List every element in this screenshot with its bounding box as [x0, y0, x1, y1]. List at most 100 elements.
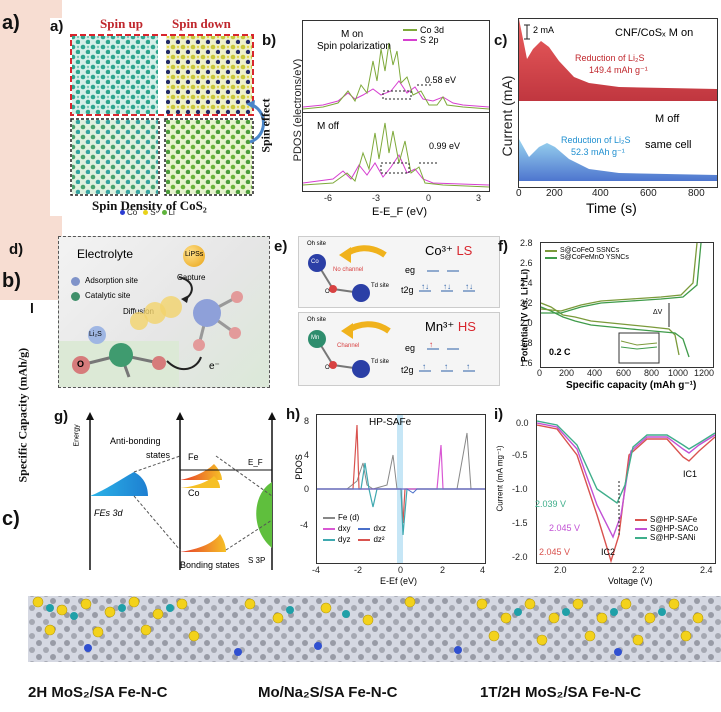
panel-b-plot-bottom: M off 0.99 eV [302, 112, 490, 192]
panel-f-xtick-6: 1200 [694, 368, 715, 378]
panel-i-ytick-2: -1.0 [512, 484, 528, 494]
panel-e-bottom-ion-name: Mn³⁺ [425, 319, 455, 334]
panel-e-bottom-t2g: t2g [401, 365, 414, 375]
panel-f-ytick-4: 2.0 [520, 318, 533, 328]
panel-f-xtick-0: 0 [537, 368, 543, 378]
panel-f-xtick-4: 800 [644, 368, 660, 378]
panel-i-xtick-2: 2.4 [700, 565, 713, 575]
panel-h-ytick-0: 8 [304, 416, 310, 426]
panel-d-e: e⁻ [209, 361, 220, 372]
panel-f-xtick-3: 600 [616, 368, 632, 378]
panel-h-label: h) [286, 406, 301, 423]
panel-c-ylabel: Current (mA) [499, 75, 515, 157]
panel-g-energy: Energy [73, 424, 81, 447]
panel-h-xtick-3: 2 [440, 565, 446, 575]
panel-e-label: e) [274, 238, 288, 255]
panel-f-ytick-0: 2.8 [520, 238, 533, 248]
outer-label-c: c) [2, 508, 20, 530]
panel-g-co: Co [188, 488, 200, 498]
adsorption-dot-icon [71, 277, 80, 286]
panel-f-xlabel: Specific capacity (mAh g⁻¹) [566, 380, 697, 391]
legend-dyz-swatch [323, 538, 335, 541]
panel-f-ytick-3: 2.2 [520, 298, 533, 308]
panel-h-xtick-0: -4 [312, 565, 321, 575]
panel-f-legend: S@CoFeO SSNCs S@CoFeMnO YSNCs [545, 247, 629, 261]
legend-sani: S@HP-SANi [635, 533, 698, 542]
legend-dxy-label: dxy [338, 524, 351, 533]
legend-line-magenta [403, 39, 417, 41]
panel-e-top-t2g: t2g [401, 285, 414, 295]
panel-i-v2: 2.045 V [549, 523, 581, 533]
panel-h-ytick-2: 0 [304, 484, 310, 494]
panel-e-bottom-diagram: ↑ ↑ ↑ ↑ [308, 321, 475, 378]
legend-dxz: dxz [358, 524, 386, 533]
panel-b-bottom-curves [302, 122, 490, 188]
panel-d-label: d) [9, 241, 24, 258]
panel-f-xtick-5: 1000 [668, 368, 689, 378]
panel-b-xtick-2: 0 [426, 193, 432, 203]
panel-c-label: c) [494, 32, 508, 49]
legend-dz2-label: dz² [373, 535, 385, 544]
panel-f-xtick-2: 400 [587, 368, 603, 378]
panel-c-xtick-0: 0 [516, 188, 522, 199]
panel-d: d) Electrolyte LiPSs Capture Adsorption … [9, 236, 270, 388]
legend-sani-swatch [635, 536, 647, 539]
legend-co-3d-label: Co 3d [420, 25, 445, 35]
panel-b-plot-top: M on Spin polarization 0.58 eV Co 3d S 2… [302, 20, 490, 114]
svg-text:↑: ↑ [466, 362, 470, 371]
panel-b-legend: Co 3d S 2p [403, 25, 444, 45]
panel-f-ytick-6: 1.6 [520, 358, 533, 368]
legend-cofeo-swatch [545, 249, 557, 252]
panel-f-dv: ΔV [653, 309, 663, 316]
panel-e-top-co: Co [311, 259, 319, 265]
panel-c-red-text-2: 149.4 mAh g⁻¹ [589, 65, 648, 75]
panel-e-bottom-mn: Mn [311, 335, 320, 341]
panel-i-v1: 2.039 V [535, 499, 567, 509]
panel-e-bottom-state: HS [457, 319, 476, 334]
panel-d-adsorption: Adsorption site [85, 276, 138, 285]
outer-label-b-sub: l [30, 300, 34, 316]
panel-f-curves [540, 242, 702, 364]
panel-d-capture: Capture [177, 273, 206, 282]
legend-safe-label: S@HP-SAFe [650, 515, 698, 524]
panel-h-xlabel: E-Ef (eV) [380, 576, 418, 586]
panel-e-top-oh: Oh site [307, 241, 327, 247]
panel-e-top-diagram: ↑↓ ↑↓ ↑↓ [308, 245, 475, 302]
panel-c-xtick-4: 800 [688, 188, 705, 199]
legend-dyz-label: dyz [338, 535, 351, 544]
panel-g-label: g) [54, 408, 69, 425]
panel-i-xtick-0: 2.0 [554, 565, 567, 575]
panel-e-channel: Channel [337, 343, 360, 349]
panel-h-ylabel: PDOS [293, 454, 304, 480]
panel-e-bottom-ion: Mn³⁺ HS [425, 319, 476, 335]
outer-label-a: a) [2, 12, 20, 34]
panel-h-curves [317, 415, 485, 563]
legend-dz2: dz² [358, 535, 385, 544]
panel-g-diagram [86, 412, 276, 570]
panel-h-legend: Fe (d) dxy dxz dyz dz² [323, 513, 386, 544]
catalytic-dot-icon [71, 292, 80, 301]
legend-li: Li [161, 208, 175, 217]
panel-d-lipss: LiPSs [185, 251, 204, 258]
svg-text:↑↓: ↑↓ [421, 282, 429, 291]
s-dot-icon [143, 210, 149, 215]
svg-text:↑: ↑ [444, 362, 448, 371]
panel-f-ytick-5: 1.8 [520, 338, 533, 348]
legend-s-2p-label: S 2p [420, 35, 439, 45]
panel-c-m-off: M off [655, 113, 680, 125]
panel-e-top-td: Td site [371, 283, 390, 289]
bottom-label-mo-na2s: Mo/Na₂S/SA Fe-N-C [258, 684, 398, 701]
panel-f-plot: S@CoFeO SSNCs S@CoFeMnO YSNCs ΔV 0.2 C [540, 242, 714, 368]
panel-c-blue-text-1: Reduction of Li₂S [561, 135, 631, 145]
legend-saco: S@HP-SACo [635, 524, 698, 533]
panel-c-scale: 2 mA [533, 25, 555, 35]
legend-co-3d: Co 3d [403, 25, 444, 35]
legend-fe-d-swatch [323, 516, 335, 519]
panel-d-catalytic: Catalytic site [85, 291, 131, 300]
svg-text:↑: ↑ [422, 362, 426, 371]
panel-b-xtick-0: -6 [324, 193, 333, 203]
bottom-label-2h: 2H MoS₂/SA Fe-N-C [28, 684, 168, 701]
legend-safe-swatch [635, 518, 647, 521]
panel-c-title: CNF/CoSₓ M on [615, 27, 694, 39]
panel-e-bottom-oh: Oh site [307, 317, 327, 323]
